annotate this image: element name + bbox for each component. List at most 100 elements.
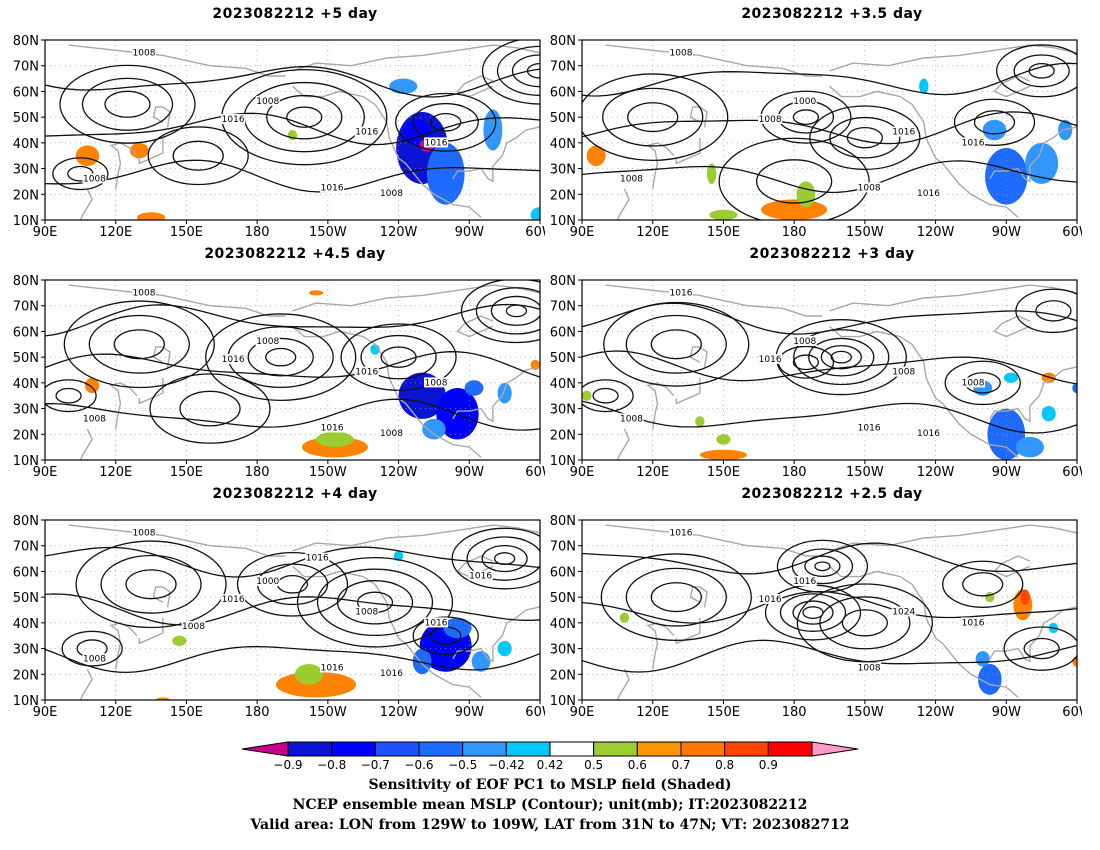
isobar xyxy=(973,110,1016,135)
shaded-area xyxy=(309,290,324,296)
lat-tick-label: 10N xyxy=(13,214,39,229)
colorbar-segment xyxy=(680,741,726,757)
contour-label-bg xyxy=(891,366,916,377)
coastline xyxy=(452,605,540,663)
shaded-area xyxy=(699,449,747,460)
lat-tick-label: 50N xyxy=(13,111,39,126)
map-panel-2: 1008 1000 1008 1016 1016 1008 1016 1008 10N 20N 30… xyxy=(550,34,1082,240)
isobar xyxy=(650,329,702,360)
colorbar-label: −0.8 xyxy=(317,758,346,772)
coastline xyxy=(79,188,93,220)
lon-tick-label: 90W xyxy=(992,705,1022,720)
lat-tick-label: 20N xyxy=(550,668,576,683)
isobar xyxy=(944,360,1021,406)
isobar xyxy=(582,160,1077,194)
shaded-area xyxy=(172,635,187,646)
lat-tick-label: 60N xyxy=(13,85,39,100)
contour-label: 1016 xyxy=(321,183,344,193)
contour-label: 1008 xyxy=(256,97,279,107)
coastline xyxy=(689,586,708,608)
contour-label: 1008 xyxy=(83,654,106,664)
isobar xyxy=(496,45,540,96)
lat-tick-label: 50N xyxy=(550,351,576,366)
lon-tick-label: 180 xyxy=(245,225,270,240)
caption-line-2: NCEP ensemble mean MSLP (Contour); unit(… xyxy=(292,797,808,813)
lat-tick-label: 30N xyxy=(13,163,39,178)
lat-tick-label: 30N xyxy=(550,403,576,418)
shaded-area xyxy=(1015,436,1044,458)
lat-tick-label: 60N xyxy=(550,325,576,340)
contour-label: 1016 xyxy=(306,554,329,564)
contour-label: 1016 xyxy=(858,423,881,433)
colorbar-segment xyxy=(287,741,333,757)
contour-label: 1008 xyxy=(793,337,816,347)
isobar xyxy=(45,646,540,674)
coastline xyxy=(152,346,171,368)
contour-label-bg xyxy=(669,287,693,298)
isobar xyxy=(340,323,457,391)
contour-label: 1008 xyxy=(133,528,156,538)
lon-tick-label: 90E xyxy=(570,225,595,240)
contour-label-bg xyxy=(857,662,882,673)
coastline xyxy=(292,284,540,312)
shaded-area xyxy=(706,163,717,184)
lon-tick-label: 90E xyxy=(33,225,58,240)
isobar xyxy=(266,94,343,140)
lon-tick-label: 150E xyxy=(170,705,203,720)
contour-label-bg xyxy=(379,187,404,198)
map-panel-3: 1008 1008 1016 1016 1008 1016 1008 1008 10N 20N 30… xyxy=(13,274,545,480)
isobar xyxy=(149,373,271,444)
contour-label: 1016 xyxy=(917,189,940,199)
isobar xyxy=(627,102,679,133)
lon-tick-label: 150E xyxy=(170,465,203,480)
isobar xyxy=(75,540,227,629)
map-frame xyxy=(44,39,541,221)
coastline xyxy=(292,565,376,585)
isobar xyxy=(466,536,540,581)
isobar xyxy=(104,90,151,118)
isobar xyxy=(792,354,820,371)
isobar xyxy=(45,303,540,337)
isobar xyxy=(286,106,323,128)
lon-tick-label: 120W xyxy=(380,225,418,240)
isobar xyxy=(100,554,202,614)
isobar xyxy=(45,66,540,98)
colorbar-segment xyxy=(767,741,813,757)
lon-tick-label: 150W xyxy=(309,225,347,240)
contour-label: 1016 xyxy=(759,355,782,365)
lat-tick-label: 40N xyxy=(550,617,576,632)
contour-label-bg xyxy=(82,653,107,664)
coastline xyxy=(689,346,708,368)
isobar xyxy=(360,334,437,380)
contour-label: 1008 xyxy=(858,183,881,193)
lat-tick-label: 40N xyxy=(550,137,576,152)
shaded-area xyxy=(136,212,166,220)
isobar xyxy=(481,544,528,573)
isobar xyxy=(582,379,634,413)
contour-label: 1008 xyxy=(182,622,205,632)
lat-tick-label: 30N xyxy=(13,403,39,418)
colorbar-label: −0.6 xyxy=(404,758,433,772)
lon-tick-label: 150E xyxy=(707,705,740,720)
map-frame xyxy=(581,279,1078,461)
isobar xyxy=(125,569,177,600)
contour-label-bg xyxy=(424,617,449,628)
coastline xyxy=(616,428,630,460)
shaded-area xyxy=(389,78,418,94)
coastline xyxy=(292,44,540,72)
isobar xyxy=(247,337,314,377)
isobar xyxy=(779,593,847,632)
contour-label: 1016 xyxy=(425,618,448,628)
contour-label: 1016 xyxy=(355,128,378,138)
isobar xyxy=(395,92,497,152)
lat-tick-label: 20N xyxy=(13,188,39,203)
isobar xyxy=(45,112,540,146)
coastline xyxy=(374,103,482,218)
contour-label-bg xyxy=(792,576,817,586)
contour-label: 1000 xyxy=(793,97,816,107)
lat-tick-label: 50N xyxy=(550,111,576,126)
shaded-area xyxy=(316,431,354,448)
colorbar-label: −0.42 xyxy=(488,758,525,772)
colorbar-segment xyxy=(593,741,638,757)
shaded-area xyxy=(85,377,100,394)
